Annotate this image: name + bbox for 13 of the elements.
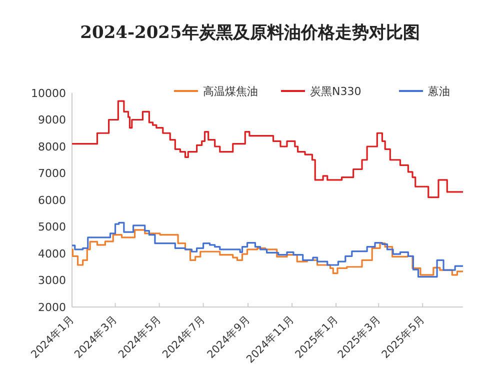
y-tick-label: 6000 xyxy=(38,194,66,207)
chart-title: 2024-2025年炭黑及原料油价格走势对比图 xyxy=(80,23,420,43)
y-tick-label: 8000 xyxy=(38,140,66,154)
y-tick-label: 7000 xyxy=(38,167,66,180)
y-tick-label: 10000 xyxy=(31,86,66,100)
y-tick-label: 2000 xyxy=(38,300,66,314)
y-tick-label: 4000 xyxy=(38,247,66,260)
legend-label: 炭黑N330 xyxy=(310,84,362,98)
legend-label: 高温煤焦油 xyxy=(203,84,258,98)
y-tick-label: 3000 xyxy=(38,274,66,288)
y-tick-label: 9000 xyxy=(38,114,66,127)
legend-label: 蒽油 xyxy=(428,84,450,98)
y-tick-label: 5000 xyxy=(38,220,66,234)
